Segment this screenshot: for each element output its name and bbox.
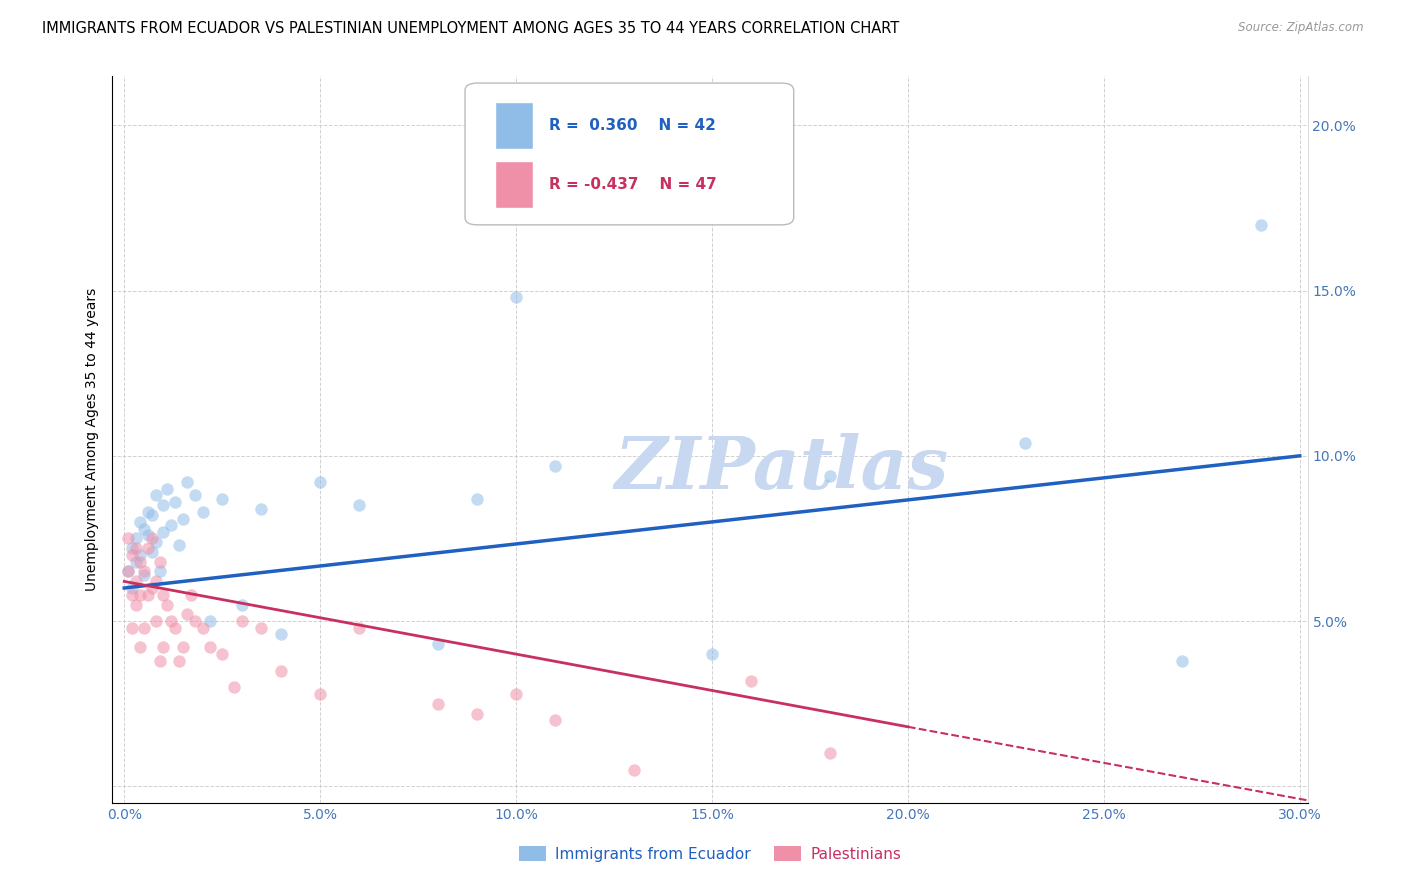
- Point: [172, 511, 194, 525]
- Point: [231, 598, 253, 612]
- Point: [465, 706, 488, 721]
- Point: [818, 468, 841, 483]
- Point: [145, 488, 167, 502]
- Point: [349, 499, 371, 513]
- Point: [623, 763, 645, 777]
- Point: [125, 574, 148, 589]
- Point: [165, 495, 187, 509]
- Point: [165, 621, 187, 635]
- Point: [505, 687, 527, 701]
- Point: [200, 614, 222, 628]
- Point: [309, 687, 332, 701]
- Point: [136, 588, 159, 602]
- Point: [121, 588, 143, 602]
- Point: [152, 524, 174, 539]
- Text: R = -0.437    N = 47: R = -0.437 N = 47: [548, 178, 717, 193]
- Point: [125, 555, 148, 569]
- Point: [544, 713, 567, 727]
- Point: [132, 567, 155, 582]
- Point: [148, 555, 170, 569]
- Point: [129, 588, 152, 602]
- Legend: Immigrants from Ecuador, Palestinians: Immigrants from Ecuador, Palestinians: [513, 839, 907, 868]
- Point: [156, 598, 179, 612]
- Point: [426, 697, 449, 711]
- Bar: [495, 102, 533, 149]
- Point: [136, 505, 159, 519]
- Point: [145, 574, 167, 589]
- Point: [156, 482, 179, 496]
- Point: [121, 548, 143, 562]
- Point: [250, 621, 273, 635]
- Y-axis label: Unemployment Among Ages 35 to 44 years: Unemployment Among Ages 35 to 44 years: [86, 288, 100, 591]
- Point: [426, 637, 449, 651]
- FancyBboxPatch shape: [465, 83, 794, 225]
- Point: [740, 673, 762, 688]
- Point: [125, 541, 148, 556]
- Point: [141, 544, 163, 558]
- Point: [121, 541, 143, 556]
- Text: ZIPatlas: ZIPatlas: [614, 433, 949, 504]
- Point: [136, 528, 159, 542]
- Point: [132, 522, 155, 536]
- Point: [160, 614, 183, 628]
- Point: [211, 491, 233, 506]
- Point: [160, 518, 183, 533]
- Point: [200, 640, 222, 655]
- Text: R =  0.360    N = 42: R = 0.360 N = 42: [548, 118, 716, 133]
- Point: [125, 532, 148, 546]
- Point: [136, 541, 159, 556]
- Point: [191, 621, 214, 635]
- Point: [141, 532, 163, 546]
- Point: [145, 534, 167, 549]
- Point: [132, 621, 155, 635]
- Point: [465, 491, 488, 506]
- Point: [121, 621, 143, 635]
- Point: [176, 607, 198, 622]
- Point: [1171, 654, 1194, 668]
- Point: [152, 499, 174, 513]
- Point: [1014, 435, 1036, 450]
- Point: [125, 598, 148, 612]
- Point: [270, 664, 292, 678]
- Point: [180, 588, 202, 602]
- Point: [1250, 218, 1272, 232]
- Point: [184, 614, 207, 628]
- Point: [129, 515, 152, 529]
- Point: [117, 565, 139, 579]
- Point: [121, 581, 143, 595]
- Point: [211, 647, 233, 661]
- Text: IMMIGRANTS FROM ECUADOR VS PALESTINIAN UNEMPLOYMENT AMONG AGES 35 TO 44 YEARS CO: IMMIGRANTS FROM ECUADOR VS PALESTINIAN U…: [42, 21, 900, 36]
- Point: [818, 746, 841, 760]
- Point: [167, 654, 190, 668]
- Point: [145, 614, 167, 628]
- Point: [231, 614, 253, 628]
- Point: [505, 290, 527, 304]
- Point: [700, 647, 723, 661]
- Point: [129, 555, 152, 569]
- Point: [222, 680, 245, 694]
- Point: [172, 640, 194, 655]
- Point: [309, 475, 332, 490]
- Point: [544, 458, 567, 473]
- Point: [184, 488, 207, 502]
- Bar: [495, 161, 533, 209]
- Point: [141, 581, 163, 595]
- Point: [117, 532, 139, 546]
- Point: [191, 505, 214, 519]
- Point: [148, 654, 170, 668]
- Point: [270, 627, 292, 641]
- Point: [349, 621, 371, 635]
- Point: [148, 565, 170, 579]
- Point: [176, 475, 198, 490]
- Point: [152, 640, 174, 655]
- Text: Source: ZipAtlas.com: Source: ZipAtlas.com: [1239, 21, 1364, 34]
- Point: [132, 565, 155, 579]
- Point: [152, 588, 174, 602]
- Point: [167, 538, 190, 552]
- Point: [141, 508, 163, 523]
- Point: [129, 548, 152, 562]
- Point: [129, 640, 152, 655]
- Point: [117, 565, 139, 579]
- Point: [250, 501, 273, 516]
